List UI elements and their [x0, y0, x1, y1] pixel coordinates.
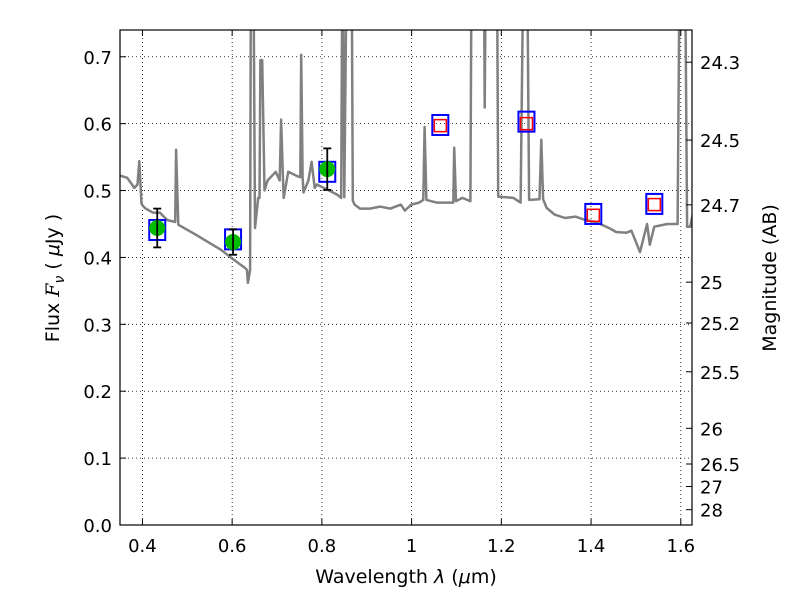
x-tick-label: 1.6 [666, 536, 695, 557]
y-tick-label: 0.4 [83, 248, 112, 269]
plot-marks [120, 30, 692, 285]
model-photometry-inner-square [586, 208, 601, 223]
model-photometry-square [645, 192, 664, 215]
spectrum-line [120, 30, 692, 285]
y-axis-label: Flux Fν ( μJy ) [42, 214, 68, 342]
y2-axis-label: Magnitude (AB) [759, 204, 781, 352]
y-tick-label: 0.5 [83, 182, 112, 203]
y2-tick-label: 24.5 [700, 131, 740, 152]
x-tick-label: 1.4 [577, 536, 606, 557]
y2-tick-label: 25.5 [700, 363, 740, 384]
model-photometry-square [431, 113, 450, 136]
y-tick-label: 0.7 [83, 48, 112, 69]
y-tick-label: 0.1 [83, 449, 112, 470]
y2-tick-label: 26.5 [700, 455, 740, 476]
x-axis-label: Wavelength λ (μm) [315, 566, 496, 588]
y2-tick-label: 28 [700, 501, 723, 522]
y2-tick-label: 27 [700, 478, 723, 499]
x-tick-label: 0.6 [218, 536, 247, 557]
model-photometry-square [517, 110, 536, 133]
y2-tick-label: 26 [700, 419, 723, 440]
x-tick-label: 1.2 [487, 536, 516, 557]
axes: 0.4 0.6 0.8 1 1.2 1.4 1.6 0.0 0.1 0.2 0.3 0.4 0.5 0.6… [83, 30, 740, 557]
model-photometry-inner-square [519, 116, 534, 131]
y2-tick-label: 24.3 [700, 53, 740, 74]
y-tick-label: 0.2 [83, 382, 112, 403]
model-photometry-inner-square [647, 197, 662, 212]
model-photometry-inner-square [433, 118, 448, 133]
plot-frame [119, 29, 693, 526]
x-tick-label: 1 [406, 536, 417, 557]
y2-tick-label: 25 [700, 273, 723, 294]
y-tick-label: 0.3 [83, 315, 112, 336]
y-tick-label: 0.6 [83, 115, 112, 136]
model-photometry-square [584, 202, 603, 225]
x-tick-label: 0.8 [308, 536, 337, 557]
y2-tick-label: 25.2 [700, 314, 740, 335]
y-tick-label: 0.0 [83, 516, 112, 537]
y2-tick-label: 24.7 [700, 196, 740, 217]
x-tick-label: 0.4 [128, 536, 157, 557]
